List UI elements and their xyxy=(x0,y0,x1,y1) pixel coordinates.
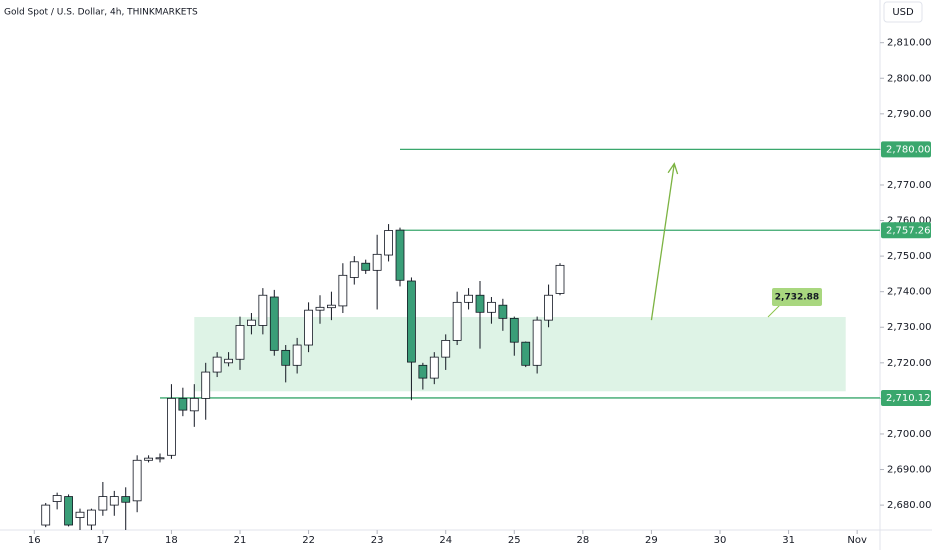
down-candle-body xyxy=(269,296,279,351)
down-candle-body xyxy=(521,341,531,366)
up-candle-body xyxy=(52,495,62,502)
down-candle-body xyxy=(121,496,131,503)
y-tick-label: 2,740.00 xyxy=(887,287,932,298)
y-tick-label: 2,690.00 xyxy=(887,465,932,476)
up-candle-body xyxy=(292,344,302,366)
up-candle-body xyxy=(75,511,85,518)
x-tick-label: 24 xyxy=(439,535,452,546)
up-candle-body xyxy=(235,325,245,360)
y-tick-label: 2,760.00 xyxy=(887,216,932,227)
up-candle-body xyxy=(41,504,51,526)
x-tick-label: 30 xyxy=(714,535,727,546)
down-candle-body xyxy=(475,294,485,313)
down-candle-body xyxy=(498,304,508,319)
x-tick-label: 23 xyxy=(371,535,384,546)
up-candle-body xyxy=(189,397,199,412)
y-tick-label: 2,720.00 xyxy=(887,358,932,369)
currency-box[interactable] xyxy=(883,1,923,23)
up-candle-body xyxy=(452,301,462,341)
arrow-shaft xyxy=(650,163,675,321)
down-candle-body xyxy=(509,317,519,343)
level-label: 2,780.00 xyxy=(886,144,931,155)
x-tick-label: 31 xyxy=(782,535,795,546)
up-candle-body xyxy=(429,356,439,379)
x-tick-label: 21 xyxy=(234,535,247,546)
currency[interactable]: USD xyxy=(892,7,914,18)
x-tick-label: 18 xyxy=(165,535,178,546)
y-tick-label: 2,770.00 xyxy=(887,180,932,191)
up-candle-body xyxy=(304,309,313,346)
up-candle-body xyxy=(109,496,119,506)
zone xyxy=(194,317,846,392)
down-candle-body xyxy=(361,262,371,271)
up-candle-body xyxy=(258,294,268,326)
up-candle-body xyxy=(247,319,256,326)
callout-bg xyxy=(772,288,822,307)
level-label-bg xyxy=(881,141,931,158)
y-tick-label: 2,730.00 xyxy=(887,322,932,333)
y-tick-label: 2,790.00 xyxy=(887,109,932,120)
x-tick-label: 16 xyxy=(28,535,41,546)
up-candle-body xyxy=(132,459,142,502)
up-candle-body xyxy=(327,304,336,309)
up-candle-body xyxy=(487,301,496,313)
up-candle-body xyxy=(98,496,108,511)
down-candle-body xyxy=(395,229,405,281)
x-tick-label: 17 xyxy=(96,535,109,546)
x-tick-label: 25 xyxy=(508,535,521,546)
up-candle-body xyxy=(338,274,348,307)
up-candle-body xyxy=(372,253,382,271)
up-candle-body xyxy=(441,340,451,358)
up-candle-body xyxy=(201,371,211,399)
up-candle-body xyxy=(464,294,473,303)
up-candle-body xyxy=(144,457,153,461)
down-candle-body xyxy=(407,280,416,363)
down-candle-body xyxy=(418,364,428,379)
y-tick-label: 2,680.00 xyxy=(887,500,932,511)
up-candle-body xyxy=(384,230,393,256)
up-candle-body xyxy=(555,264,565,294)
x-tick-label: 22 xyxy=(302,535,315,546)
up-candle-body xyxy=(315,306,325,311)
up-candle-body xyxy=(349,261,359,278)
callout-pointer xyxy=(767,304,781,318)
level-label: 2,757.26 xyxy=(886,225,931,236)
x-tick-label: 29 xyxy=(645,535,658,546)
y-tick-label: 2,750.00 xyxy=(887,251,932,262)
up-candle-body xyxy=(167,397,176,456)
x-tick-label: 28 xyxy=(576,535,589,546)
x-tick-label: Nov xyxy=(847,535,867,546)
chart-title: Gold Spot / U.S. Dollar, 4h, THINKMARKET… xyxy=(4,8,198,18)
y-tick-label: 2,800.00 xyxy=(887,73,932,84)
up-candle-body xyxy=(532,319,542,366)
level-label: 2,710.12 xyxy=(886,393,931,404)
level-label-bg xyxy=(881,389,931,406)
up-candle-body xyxy=(87,509,96,526)
up-candle-body xyxy=(224,358,233,364)
down-candle-body xyxy=(178,397,188,411)
arrow-head xyxy=(667,162,679,175)
level-label-bg xyxy=(881,222,931,239)
up-candle-body xyxy=(212,356,222,373)
y-tick-label: 2,700.00 xyxy=(887,429,932,440)
down-candle-body xyxy=(64,496,73,526)
callout-label: 2,732.88 xyxy=(775,293,819,303)
up-candle-body xyxy=(155,457,165,460)
down-candle-body xyxy=(281,349,291,366)
y-tick-label: 2,810.00 xyxy=(887,38,932,49)
up-candle-body xyxy=(544,294,553,321)
